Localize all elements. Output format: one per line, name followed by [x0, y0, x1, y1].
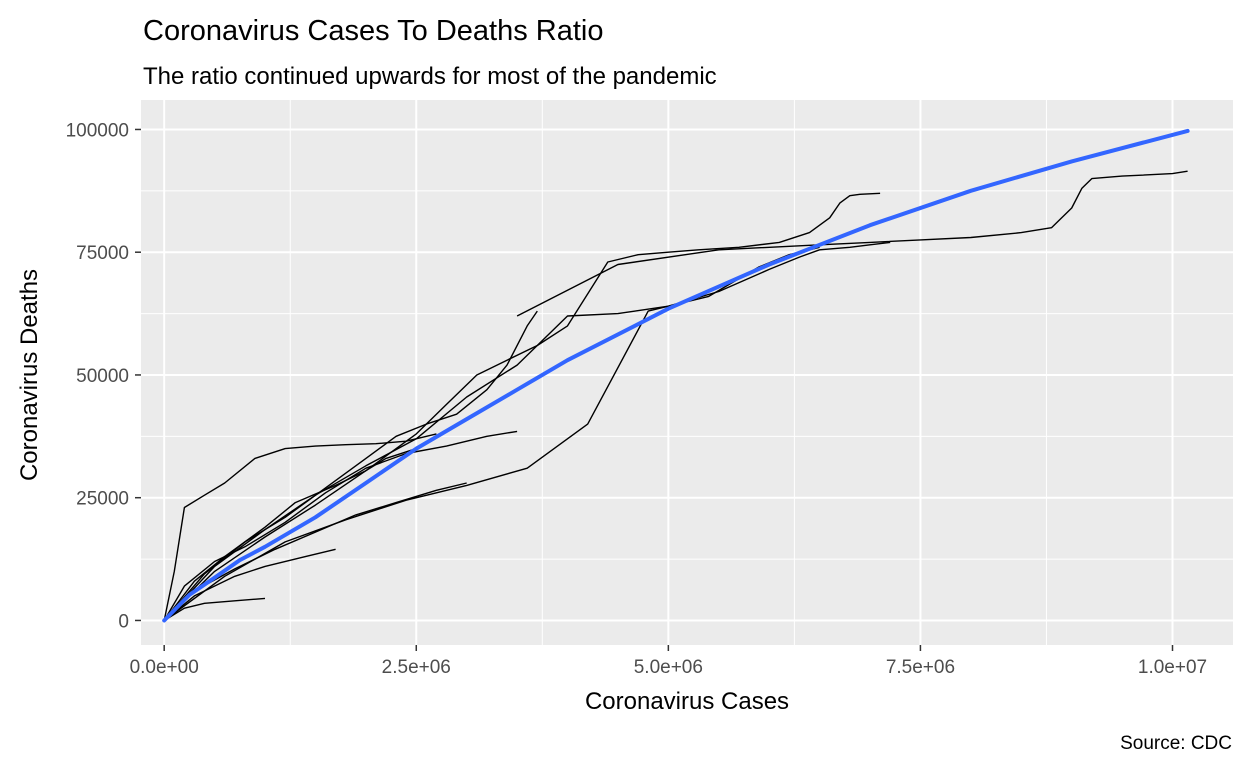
series-line-2 [163, 430, 518, 621]
chart-subtitle: The ratio continued upwards for most of … [143, 63, 717, 90]
x-tick-label: 0.0e+00 [130, 657, 199, 678]
x-tick-label: 2.5e+06 [382, 657, 451, 678]
y-tick-label: 75000 [76, 243, 129, 264]
y-axis-title: Coronavirus Deaths [16, 269, 43, 481]
series-line-4 [163, 548, 336, 622]
x-tick-label: 7.5e+06 [886, 657, 955, 678]
y-axis: 0 25000 50000 75000 100000 [66, 120, 141, 632]
series-line-9 [163, 241, 891, 621]
series-line-7 [163, 310, 538, 621]
series-line-8 [163, 192, 881, 622]
y-tick-label: 50000 [76, 366, 129, 387]
x-axis: 0.0e+00 2.5e+06 5.0e+06 7.5e+06 1.0e+07 [130, 645, 1207, 678]
chart-title: Coronavirus Cases To Deaths Ratio [143, 15, 603, 47]
y-tick-label: 25000 [76, 489, 129, 510]
trend-layer [162, 128, 1190, 623]
y-tick-label: 100000 [66, 120, 129, 141]
series-line-11 [516, 170, 1188, 317]
chart-caption: Source: CDC [1120, 733, 1232, 754]
x-tick-label: 5.0e+06 [634, 657, 703, 678]
series-line-5 [163, 597, 266, 622]
x-axis-title: Coronavirus Cases [585, 688, 789, 715]
series-line-1 [163, 433, 437, 621]
series-layer [163, 170, 1188, 622]
x-tick-label: 1.0e+07 [1138, 657, 1207, 678]
grid-lines [141, 100, 1233, 645]
plot-panel [141, 100, 1233, 645]
y-tick-label: 0 [118, 611, 129, 632]
trend-line [162, 128, 1190, 623]
